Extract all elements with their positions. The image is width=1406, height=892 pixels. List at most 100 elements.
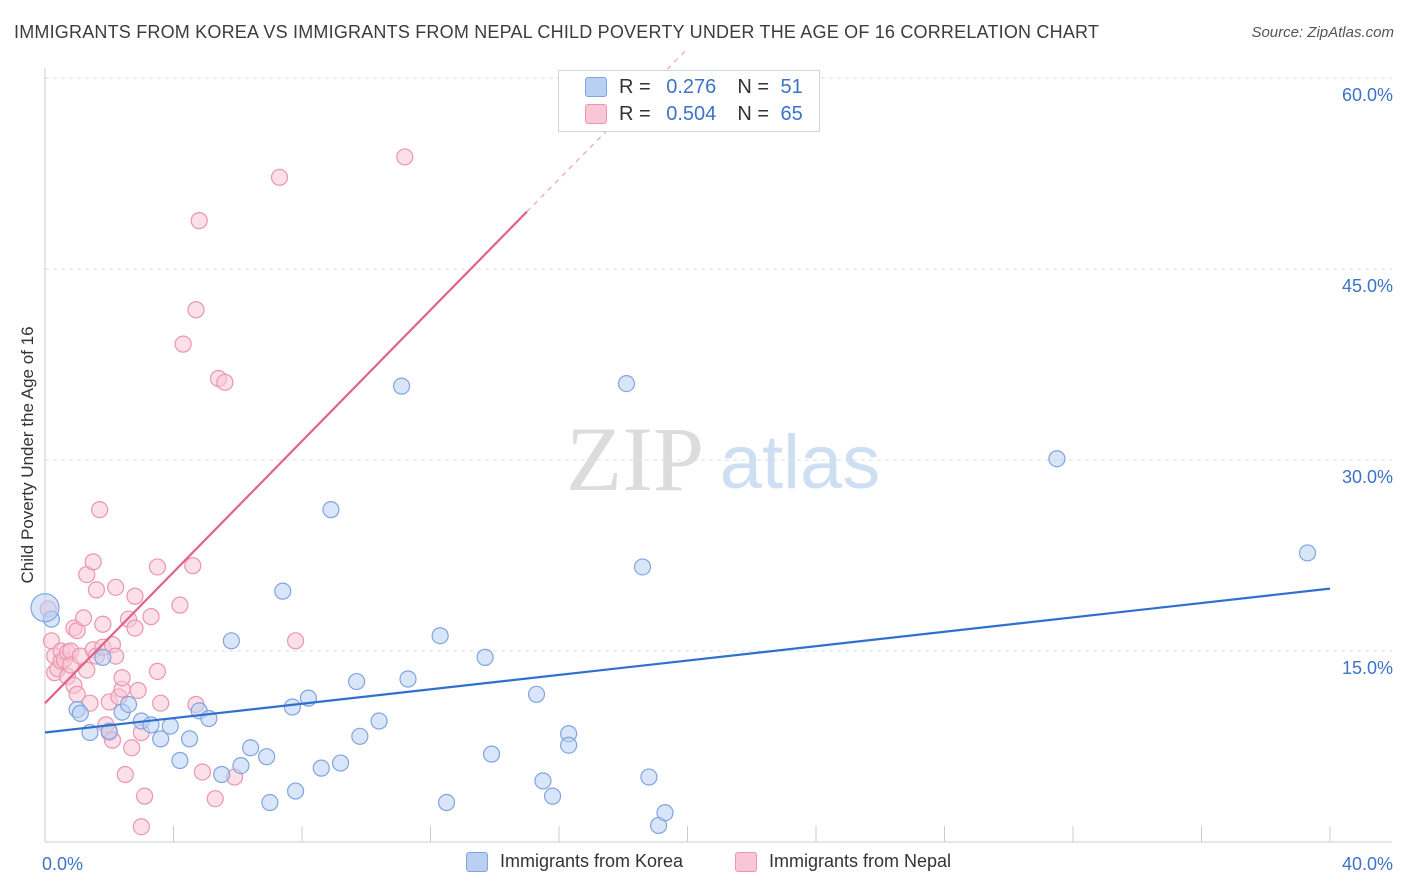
korea-point: [261, 793, 279, 812]
nepal-point: [87, 581, 106, 599]
nepal-point: [116, 765, 134, 784]
nepal-point: [148, 662, 167, 680]
korea-point: [1048, 450, 1066, 468]
y-tick-label: 30.0%: [1342, 467, 1393, 487]
nepal-point: [74, 609, 93, 627]
nepal-point: [84, 553, 102, 571]
nepal-n-value: 65: [780, 102, 803, 125]
korea-series-points: [30, 375, 1317, 835]
korea-point: [242, 739, 260, 757]
korea-point: [348, 672, 366, 691]
korea-point: [534, 772, 552, 790]
y-tick-label: 60.0%: [1342, 85, 1393, 105]
korea-point: [312, 759, 330, 777]
chart-title: IMMIGRANTS FROM KOREA VS IMMIGRANTS FROM…: [14, 22, 1100, 42]
nepal-point: [396, 148, 414, 166]
korea-point: [274, 582, 292, 600]
nepal-r-label: R =: [619, 102, 651, 125]
nepal-point: [142, 608, 160, 626]
korea-point: [370, 712, 388, 730]
korea-point: [476, 648, 494, 666]
korea-point: [100, 722, 118, 740]
nepal-point: [91, 501, 109, 519]
korea-point: [640, 768, 658, 786]
watermark: ZIP atlas: [566, 408, 880, 510]
nepal-point: [123, 739, 141, 757]
korea-point: [258, 748, 276, 766]
korea-point: [161, 717, 179, 735]
korea-point: [30, 593, 60, 623]
legend-row-korea: R = 0.276 N = 51: [585, 75, 809, 99]
correlation-legend: R = 0.276 N = 51 R = 0.504 N = 65: [558, 70, 820, 132]
nepal-point: [129, 681, 147, 700]
korea-point: [351, 727, 369, 745]
nepal-legend-label: Immigrants from Nepal: [769, 851, 952, 871]
source-label: Source: ZipAtlas.com: [1251, 24, 1394, 41]
nepal-point: [113, 669, 131, 687]
nepal-point: [206, 790, 224, 808]
x-tick-label: 40.0%: [1342, 854, 1393, 874]
korea-point: [286, 782, 305, 800]
korea-point: [213, 765, 231, 784]
nepal-point: [190, 212, 208, 230]
nepal-point: [174, 335, 192, 353]
nepal-point: [193, 763, 212, 781]
tick-labels: 15.0% 30.0% 45.0% 60.0% 0.0% 40.0%: [42, 85, 1393, 874]
nepal-point: [152, 694, 170, 712]
korea-point: [180, 730, 199, 748]
nepal-point: [107, 578, 125, 596]
nepal-swatch: [585, 104, 607, 124]
bottom-legend-korea: Immigrants from Korea: [466, 851, 683, 872]
watermark-zip: ZIP: [566, 408, 704, 510]
bottom-legend-nepal: Immigrants from Nepal: [735, 851, 951, 872]
korea-point: [482, 745, 501, 763]
trend-lines: [44, 48, 1331, 734]
korea-point: [152, 730, 170, 748]
korea-n-label: N =: [737, 75, 770, 98]
korea-legend-swatch: [466, 851, 488, 872]
korea-trend-line: [44, 587, 1331, 734]
korea-point: [71, 704, 89, 722]
korea-point: [322, 501, 340, 519]
korea-point: [392, 377, 411, 395]
korea-point: [171, 751, 189, 770]
legend-row-nepal: R = 0.504 N = 65: [585, 102, 809, 126]
nepal-point: [270, 168, 289, 186]
korea-point: [560, 736, 578, 754]
korea-point: [94, 648, 112, 666]
nepal-point: [286, 632, 305, 650]
korea-point: [617, 375, 636, 393]
korea-r-value: 0.276: [666, 75, 717, 98]
axes: [44, 68, 1392, 843]
nepal-trend-line: [44, 210, 528, 704]
nepal-point: [171, 596, 189, 614]
nepal-point: [126, 587, 144, 605]
korea-point: [527, 685, 546, 703]
korea-point: [232, 756, 250, 775]
korea-point: [633, 558, 652, 576]
nepal-point: [148, 558, 167, 576]
nepal-point: [132, 818, 150, 836]
watermark-atlas: atlas: [720, 420, 881, 505]
korea-point: [119, 695, 138, 714]
nepal-point: [135, 787, 154, 805]
gridlines: [45, 77, 1392, 652]
nepal-point: [94, 615, 112, 633]
korea-r-label: R =: [619, 75, 651, 98]
nepal-point: [216, 373, 234, 391]
korea-point: [543, 787, 562, 805]
y-tick-label: 45.0%: [1342, 276, 1393, 296]
korea-point: [283, 698, 301, 716]
korea-point: [222, 632, 240, 650]
nepal-point: [78, 661, 96, 679]
nepal-n-label: N =: [737, 102, 770, 125]
nepal-point: [187, 301, 205, 319]
korea-legend-label: Immigrants from Korea: [500, 851, 684, 871]
nepal-point: [126, 619, 144, 637]
korea-point: [1298, 544, 1317, 562]
korea-point: [431, 627, 449, 645]
korea-point: [656, 804, 674, 822]
korea-point: [399, 670, 417, 688]
korea-point: [331, 754, 350, 772]
